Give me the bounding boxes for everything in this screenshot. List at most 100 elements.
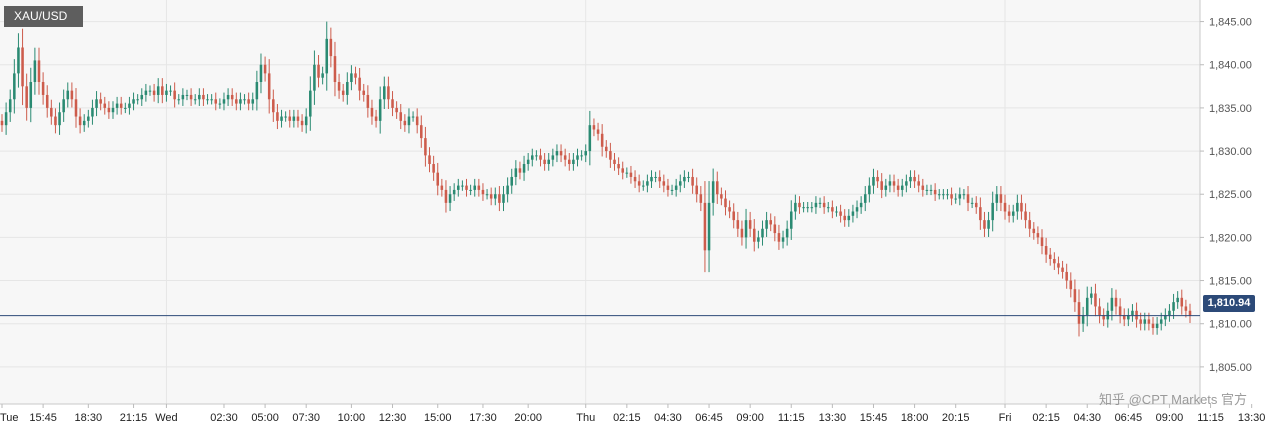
candle — [925, 184, 929, 196]
candle-body — [66, 90, 70, 100]
candle — [263, 56, 267, 82]
y-axis: 1,845.00 1,840.00 1,835.00 1,830.00 1,825.00… — [1200, 17, 1252, 374]
symbol-badge: XAU/USD — [4, 6, 83, 27]
candle — [785, 220, 789, 246]
candle-body — [222, 99, 226, 104]
candle-body — [1057, 263, 1060, 268]
candle-body — [8, 99, 12, 113]
candle-body — [103, 103, 107, 108]
candle-body — [884, 185, 888, 190]
candle — [1172, 293, 1175, 319]
candle-body — [288, 116, 292, 121]
candle-body — [995, 194, 999, 203]
candle — [888, 174, 892, 193]
candle — [526, 153, 530, 171]
candle — [313, 50, 316, 105]
candle — [822, 196, 826, 214]
candle-body — [107, 107, 111, 113]
candle-body — [798, 202, 801, 208]
candle — [572, 153, 575, 171]
candle-body — [444, 189, 448, 203]
candle-body — [502, 194, 505, 203]
candle-body — [280, 116, 283, 121]
candle — [974, 196, 978, 214]
candle-body — [33, 60, 37, 83]
candle — [280, 109, 283, 128]
candle-body — [740, 228, 744, 238]
candle-body — [937, 194, 941, 196]
candle-body — [432, 164, 435, 173]
candle — [506, 177, 509, 203]
x-axis: Tue 15:45 18:30 21:15 Wed 02:30 05:00 07:30 10:0… — [0, 404, 1265, 424]
candle — [543, 153, 546, 171]
candle — [662, 174, 666, 193]
x-tick-label: 07:30 — [292, 412, 320, 424]
candle-body — [111, 107, 115, 113]
candle — [847, 209, 851, 227]
candle-body — [473, 185, 477, 190]
candle — [329, 27, 333, 68]
x-tick-label: 06:45 — [695, 412, 723, 424]
candle-body — [526, 159, 530, 165]
candle-body — [485, 194, 489, 196]
candle — [744, 208, 748, 249]
candle — [132, 92, 135, 111]
candle — [970, 197, 974, 209]
candle — [1164, 308, 1167, 327]
candle-body — [25, 86, 28, 108]
candle-body — [1090, 293, 1093, 298]
candle-body — [724, 198, 727, 208]
candle — [1090, 286, 1093, 305]
candle-body — [99, 99, 102, 104]
y-tick-label: 1,835.00 — [1209, 103, 1252, 115]
candle-body — [609, 151, 612, 160]
candle-body — [1151, 323, 1155, 329]
candle-body — [333, 56, 337, 83]
candle — [1020, 194, 1023, 220]
candle-body — [777, 233, 781, 242]
candle-body — [559, 151, 563, 156]
candle — [958, 187, 962, 206]
candle-body — [979, 207, 982, 221]
candle — [510, 168, 514, 194]
candle-body — [358, 77, 361, 91]
candle — [161, 78, 164, 104]
candle — [757, 230, 760, 249]
candle — [568, 153, 571, 171]
candle — [156, 78, 160, 104]
candle — [798, 196, 801, 214]
candle-body — [1073, 289, 1077, 303]
candle-body — [403, 120, 407, 126]
candle — [950, 187, 953, 206]
candle-body — [54, 116, 57, 126]
candle — [82, 114, 86, 132]
candle — [152, 83, 156, 102]
candle-body — [346, 82, 349, 95]
candle — [863, 186, 867, 212]
candle-body — [946, 194, 949, 196]
candle-body — [362, 90, 366, 95]
candle — [494, 187, 497, 206]
candle-body — [761, 228, 764, 238]
candle-body — [119, 103, 123, 108]
candle-body — [296, 116, 300, 121]
candle — [740, 220, 744, 246]
candle-body — [683, 176, 686, 182]
candle — [399, 104, 403, 130]
candle-body — [728, 207, 731, 212]
candle-body — [374, 116, 378, 121]
candle — [514, 160, 518, 186]
candle — [859, 196, 863, 214]
candle — [284, 111, 287, 122]
candle-body — [666, 185, 670, 190]
candle-body — [214, 99, 218, 104]
candle — [346, 72, 349, 105]
candle — [177, 94, 181, 105]
candle-body — [818, 202, 822, 204]
candle — [1085, 286, 1089, 327]
candle — [8, 89, 12, 122]
candle — [444, 180, 448, 213]
candle-body — [481, 189, 485, 195]
candle — [465, 178, 468, 197]
candle-body — [942, 194, 945, 196]
